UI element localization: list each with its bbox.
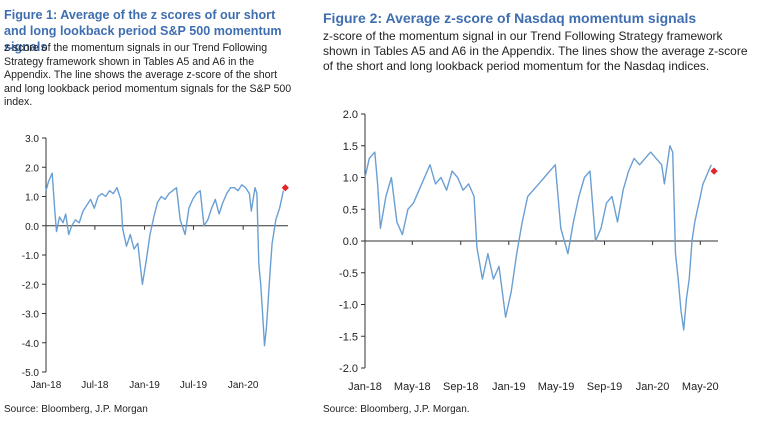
figure-2-source: Source: Bloomberg, J.P. Morgan. (323, 404, 470, 415)
y-tick-label: -2.0 (22, 280, 40, 291)
figure-2-description: z-score of the momentum signal in our Tr… (323, 29, 748, 73)
latest-value-marker (710, 167, 718, 175)
x-tick-label: Jan-20 (228, 380, 259, 391)
y-tick-label: 0.0 (25, 222, 39, 233)
figure-2-panel: Figure 2: Average z-score of Nasdaq mome… (320, 0, 760, 428)
series-line (45, 172, 285, 347)
y-tick-label: -1.0 (22, 251, 40, 262)
x-tick-label: May-18 (394, 381, 431, 393)
x-tick-label: Jan-18 (31, 380, 62, 391)
series-line (364, 145, 712, 331)
figure-1-description: z-score of the momentum signals in our T… (4, 42, 292, 109)
y-tick-label: 0.5 (343, 204, 358, 216)
figure-1-title: Figure 1: Average of the z scores of our… (4, 8, 282, 54)
x-tick-label: Jul-18 (81, 380, 109, 391)
x-tick-label: Sep-18 (443, 381, 478, 393)
x-tick-label: Sep-19 (587, 381, 622, 393)
y-tick-label: 1.0 (25, 193, 39, 204)
figure-1-panel: Figure 1: Average of the z scores of our… (0, 0, 300, 428)
y-tick-label: -1.5 (339, 331, 358, 343)
y-tick-label: 3.0 (25, 134, 39, 145)
y-tick-label: 0.0 (343, 236, 358, 248)
y-tick-label: 2.0 (25, 163, 39, 174)
y-tick-label: -3.0 (22, 310, 40, 321)
y-tick-label: -2.0 (339, 363, 358, 375)
x-tick-label: Jan-20 (636, 381, 670, 393)
y-tick-label: 1.5 (343, 141, 358, 153)
y-tick-label: -0.5 (339, 268, 358, 280)
x-tick-label: May-19 (538, 381, 575, 393)
y-tick-label: -5.0 (22, 368, 40, 379)
x-tick-label: Jan-18 (348, 381, 382, 393)
figure-2-chart: 2.0 1.5 1.0 0.5 0.0 -0.5 -1.0 -1.5 -2.0 Jan-18 May… (339, 109, 719, 393)
x-tick-label: Jan-19 (492, 381, 526, 393)
y-tick-label: -4.0 (22, 339, 40, 350)
figure-1-source: Source: Bloomberg, J.P. Morgan (4, 404, 148, 415)
x-tick-label: Jan-19 (129, 380, 160, 391)
x-tick-label: May-20 (682, 381, 719, 393)
y-tick-label: 1.0 (343, 173, 358, 185)
y-tick-label: 2.0 (343, 109, 358, 121)
y-tick-label: -1.0 (339, 300, 358, 312)
figure-2-title: Figure 2: Average z-score of Nasdaq mome… (323, 10, 697, 26)
latest-value-marker (281, 184, 289, 192)
x-tick-label: Jul-19 (180, 380, 208, 391)
